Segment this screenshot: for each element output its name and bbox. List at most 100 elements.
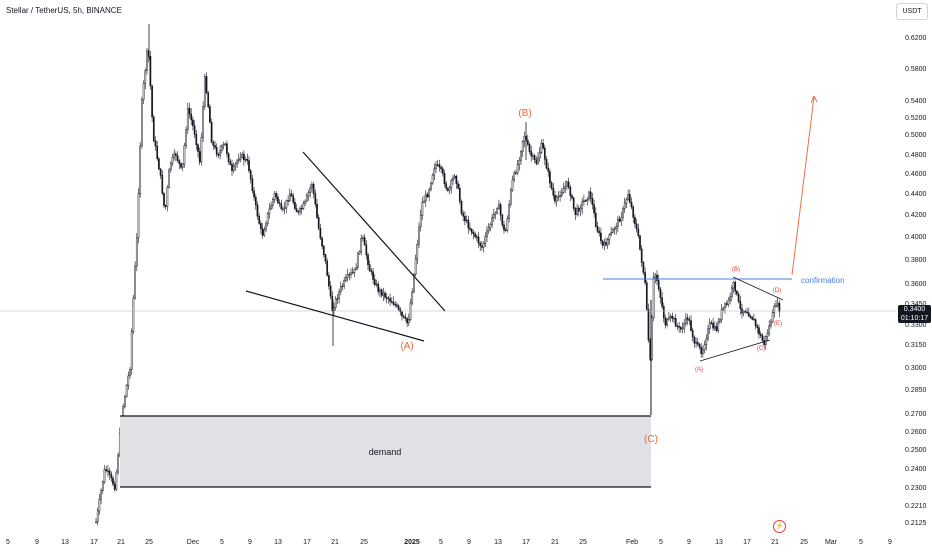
time-tick-label: 9 [687, 539, 691, 546]
lightning-icon[interactable]: ⚡ [773, 520, 786, 533]
candle-body [251, 178, 254, 192]
candle-body [441, 168, 444, 174]
candle-body [577, 207, 580, 212]
candle-body [622, 208, 624, 218]
candle-body [134, 265, 136, 299]
candle-body [142, 83, 145, 100]
candle-body [550, 182, 553, 189]
candle-body [664, 317, 667, 326]
candle-body [224, 143, 227, 145]
candle-body [237, 158, 240, 162]
candle-body [217, 154, 220, 156]
candle-body [226, 143, 228, 154]
candle-body [380, 289, 383, 296]
candle-body [368, 264, 371, 271]
candle-body [244, 159, 247, 161]
candle-body [652, 277, 655, 318]
candle-body [197, 144, 199, 152]
candle-body [146, 50, 148, 71]
candle-body [462, 213, 465, 217]
wave-label-minor: (E) [774, 321, 782, 327]
candle-body [260, 223, 262, 229]
candle-body [404, 316, 407, 319]
candle-body [623, 202, 626, 209]
candle-body [583, 200, 585, 203]
candle-body [460, 201, 463, 214]
candle-body [719, 319, 721, 323]
candle-body [183, 145, 186, 165]
candle-body [645, 282, 648, 310]
candle-body [336, 298, 339, 300]
candle-body [576, 207, 578, 215]
candle-body [584, 200, 587, 202]
price-tick-label: 0.6200 [905, 35, 927, 42]
candle-body [312, 184, 315, 194]
candle-body [535, 159, 538, 164]
candle-body [171, 156, 174, 164]
candle-body [248, 160, 250, 171]
candle-body [280, 203, 283, 210]
price-tick-label: 0.4200 [905, 212, 927, 219]
projection-arrow-head [810, 95, 818, 104]
time-tick-label: 13 [494, 539, 502, 546]
candle-body [474, 233, 476, 237]
candle-body [193, 125, 196, 135]
candle-body [137, 193, 140, 239]
price-tick-label: 0.5200 [905, 115, 927, 122]
candle-body [579, 207, 582, 212]
wedge-upper-line [302, 151, 446, 312]
candle-body [457, 183, 459, 189]
candle-body [746, 311, 748, 314]
candle-body [566, 181, 568, 187]
price-tick-label: 0.2400 [905, 466, 927, 473]
price-axis[interactable]: 0.6200 0.5800 0.5400 0.5200 0.5000 0.4800 0.46… [905, 35, 927, 527]
candle-body [532, 155, 534, 157]
candle-body [98, 499, 101, 512]
bar-countdown: 01:10:17 [900, 315, 929, 322]
candle-body [348, 274, 351, 276]
candle-body [447, 188, 449, 191]
candle-body [600, 232, 602, 242]
price-tick-label: 0.2850 [905, 387, 927, 394]
candle-body [322, 245, 325, 255]
candle-body [401, 311, 403, 317]
candle-body [696, 342, 699, 345]
candle-body [722, 307, 725, 310]
candle-body [421, 201, 424, 216]
candle-body [515, 172, 517, 174]
candle-body [698, 344, 701, 348]
candle-body [708, 322, 711, 330]
candle-body [686, 317, 689, 320]
candle-body [477, 236, 480, 244]
candle-body [263, 229, 266, 236]
candle-body [742, 310, 745, 314]
candle-body [669, 315, 672, 318]
candle-body [416, 243, 419, 260]
candle-body [110, 474, 113, 479]
candle-body [173, 153, 176, 158]
candle-body [506, 218, 509, 231]
candle-body [181, 163, 184, 168]
time-tick-label: 17 [522, 539, 530, 546]
candle-body [351, 272, 354, 274]
candle-body [241, 153, 244, 158]
candle-body [537, 157, 539, 164]
time-axis[interactable]: 5 9 13 17 21 25 Dec 5 9 13 17 21 25 2025 5 9 13 17 21 25 Feb… [6, 539, 892, 546]
candle-body [231, 164, 233, 171]
candle-body [288, 193, 291, 202]
candle-body [210, 122, 213, 143]
candle-body [234, 163, 237, 167]
currency-button[interactable]: USDT [896, 3, 928, 20]
wave-label-minor: (D) [773, 288, 781, 294]
candle-body [630, 201, 633, 208]
last-price-value: 0.3400 [903, 306, 926, 313]
candle-body [387, 297, 390, 300]
candle-body [562, 188, 565, 193]
candle-body [662, 306, 665, 319]
candle-body [754, 319, 757, 327]
candle-body [295, 208, 298, 212]
candle-body [256, 204, 259, 217]
candle-body [448, 187, 451, 191]
